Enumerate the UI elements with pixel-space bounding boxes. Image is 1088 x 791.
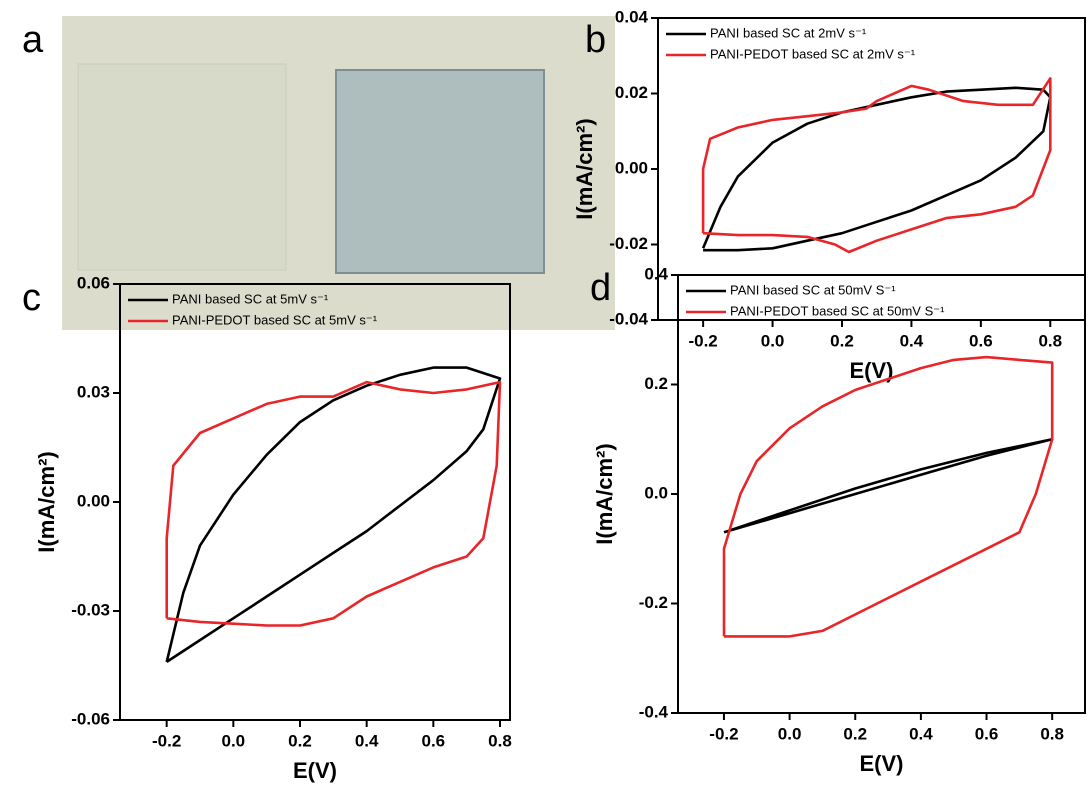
- cv-curve: [723, 438, 1054, 534]
- coated-slide: [335, 69, 545, 274]
- cv-curve: [701, 86, 1052, 252]
- y-tick-label: -0.04: [609, 309, 648, 328]
- x-axis-title: E(V): [293, 758, 337, 783]
- x-axis-title: E(V): [860, 751, 904, 776]
- y-tick-label: 0.00: [77, 491, 110, 510]
- x-tick-label: 0.8: [1038, 331, 1062, 350]
- x-tick-label: 0.6: [422, 731, 446, 750]
- legend-label: PANI based SC at 5mV s⁻¹: [172, 291, 329, 306]
- y-tick-label: 0.2: [644, 374, 668, 393]
- panel-label: d: [590, 267, 611, 309]
- legend-label: PANI-PEDOT based SC at 5mV s⁻¹: [172, 312, 378, 327]
- y-tick-label: 0.06: [77, 273, 110, 292]
- y-tick-label: -0.03: [71, 600, 110, 619]
- x-tick-label: 0.0: [222, 731, 246, 750]
- legend-label: PANI-PEDOT based SC at 50mV S⁻¹: [730, 303, 945, 318]
- panel-label: a: [22, 19, 44, 61]
- x-tick-label: 0.2: [830, 331, 854, 350]
- legend-label: PANI based SC at 50mV S⁻¹: [730, 282, 896, 297]
- x-tick-label: 0.0: [778, 724, 802, 743]
- y-tick-label: 0.00: [615, 158, 648, 177]
- x-tick-label: 0.2: [843, 724, 867, 743]
- x-tick-label: 0.6: [969, 331, 993, 350]
- cv-curve: [165, 380, 502, 627]
- x-tick-label: 0.4: [900, 331, 924, 350]
- y-axis-title: I(mA/cm²): [572, 118, 597, 219]
- x-tick-label: -0.2: [152, 731, 181, 750]
- y-tick-label: 0.02: [615, 83, 648, 102]
- x-tick-label: 0.0: [761, 331, 785, 350]
- y-tick-label: 0.4: [644, 264, 668, 283]
- x-tick-label: 0.8: [1040, 724, 1064, 743]
- legend-label: PANI-PEDOT based SC at 2mV s⁻¹: [710, 46, 916, 61]
- panel-label: b: [585, 19, 606, 61]
- cv-curve: [701, 77, 1052, 254]
- x-tick-label: 0.6: [975, 724, 999, 743]
- x-tick-label: 0.4: [355, 731, 379, 750]
- y-tick-label: -0.2: [639, 593, 668, 612]
- panel-label: c: [22, 277, 41, 319]
- x-tick-label: 0.2: [288, 731, 312, 750]
- y-tick-label: 0.0: [644, 483, 668, 502]
- x-tick-label: -0.2: [688, 331, 717, 350]
- x-tick-label: 0.8: [488, 731, 512, 750]
- y-tick-label: 0.03: [77, 382, 110, 401]
- y-tick-label: -0.02: [609, 234, 648, 253]
- x-tick-label: 0.4: [909, 724, 933, 743]
- x-tick-label: -0.2: [709, 724, 738, 743]
- glass-slide: [77, 63, 287, 271]
- y-axis-title: I(mA/cm²): [34, 451, 59, 552]
- y-tick-label: -0.4: [639, 702, 669, 721]
- legend-label: PANI based SC at 2mV s⁻¹: [710, 25, 867, 40]
- y-tick-label: -0.06: [71, 709, 110, 728]
- y-tick-label: 0.04: [615, 7, 649, 26]
- cv-curve: [165, 366, 502, 663]
- y-axis-title: I(mA/cm²): [592, 443, 617, 544]
- cv-curve: [722, 355, 1054, 638]
